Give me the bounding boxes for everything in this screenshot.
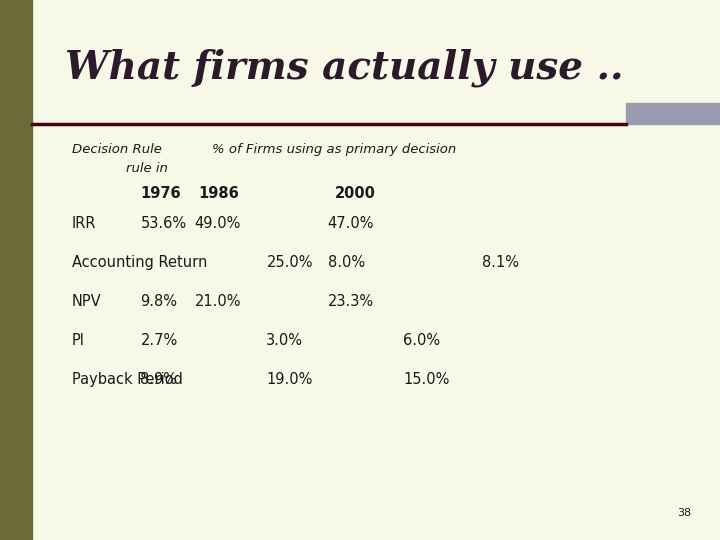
Text: 8.1%: 8.1% bbox=[482, 255, 519, 270]
Text: Accounting Return: Accounting Return bbox=[72, 255, 207, 270]
Text: 6.0%: 6.0% bbox=[403, 333, 441, 348]
Text: 38: 38 bbox=[677, 508, 691, 518]
Text: 2.7%: 2.7% bbox=[140, 333, 178, 348]
Text: 8.9%: 8.9% bbox=[140, 372, 177, 387]
Text: 53.6%: 53.6% bbox=[140, 216, 186, 231]
Text: 19.0%: 19.0% bbox=[266, 372, 312, 387]
Text: 8.0%: 8.0% bbox=[328, 255, 365, 270]
Text: IRR: IRR bbox=[72, 216, 96, 231]
Text: 47.0%: 47.0% bbox=[328, 216, 374, 231]
Text: NPV: NPV bbox=[72, 294, 102, 309]
Text: 15.0%: 15.0% bbox=[403, 372, 449, 387]
Text: % of Firms using as primary decision: % of Firms using as primary decision bbox=[212, 143, 456, 156]
Text: What firms actually use ..: What firms actually use .. bbox=[65, 49, 624, 87]
Text: 2000: 2000 bbox=[335, 186, 376, 201]
Text: rule in: rule in bbox=[126, 162, 168, 175]
Text: Decision Rule: Decision Rule bbox=[72, 143, 162, 156]
Text: 3.0%: 3.0% bbox=[266, 333, 303, 348]
Text: 9.8%: 9.8% bbox=[140, 294, 177, 309]
Text: PI: PI bbox=[72, 333, 85, 348]
Text: 21.0%: 21.0% bbox=[194, 294, 241, 309]
Text: 23.3%: 23.3% bbox=[328, 294, 374, 309]
Text: 1986: 1986 bbox=[198, 186, 239, 201]
Text: 1976: 1976 bbox=[140, 186, 181, 201]
Text: Payback Period: Payback Period bbox=[72, 372, 183, 387]
Text: 49.0%: 49.0% bbox=[194, 216, 240, 231]
Text: 25.0%: 25.0% bbox=[266, 255, 313, 270]
